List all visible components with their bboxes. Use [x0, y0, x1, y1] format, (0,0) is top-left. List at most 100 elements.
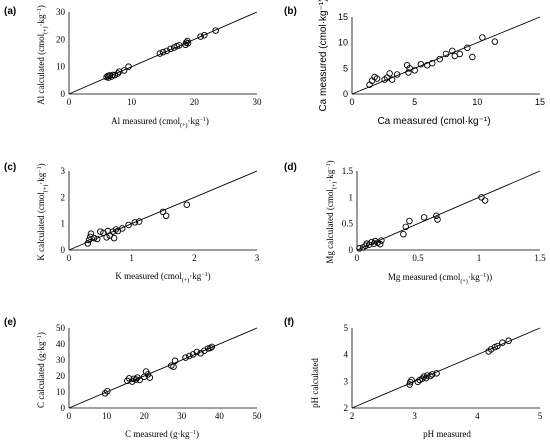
data-point	[176, 42, 183, 49]
x-axis-title-a: Al measured (cmol(+)·kg−1)	[111, 116, 209, 129]
y-tick-label: 15	[338, 12, 348, 22]
data-point	[433, 212, 440, 220]
x-tick-label: 1.5	[534, 253, 546, 263]
data-point	[90, 234, 98, 242]
y-axis-title-c: K calculated (cmol(+)·kg−1)	[36, 163, 49, 260]
scatter-panel-5: 0 10 20 30 40 50 0 10 20 30 40 50	[56, 323, 262, 421]
identity-line	[351, 16, 541, 95]
x-tick-label: 0	[67, 411, 72, 421]
y-tick-label: 50	[56, 323, 66, 333]
y-tick-label: 30	[56, 7, 66, 17]
data-point	[414, 378, 422, 386]
x-tick-label: 0	[67, 97, 72, 107]
data-point	[132, 376, 140, 383]
data-point	[136, 376, 143, 384]
y-tick-label: 3	[344, 376, 349, 386]
y-tick-label: 0	[61, 245, 66, 255]
y-tick-label: 5	[343, 63, 348, 73]
data-point	[112, 226, 120, 233]
x-axis-title-e: C measured (g·kg−1)	[125, 429, 199, 439]
data-point	[171, 357, 179, 365]
data-point	[114, 70, 122, 77]
data-point	[186, 352, 193, 360]
data-point	[400, 230, 407, 238]
data-point	[417, 60, 425, 68]
data-point	[386, 70, 393, 77]
data-point	[478, 194, 485, 201]
data-point	[131, 219, 139, 226]
y-tick-label: 1.5	[342, 166, 354, 176]
y-tick-label: 4	[344, 350, 349, 360]
data-point	[120, 67, 128, 74]
x-tick-label: 2	[192, 253, 197, 263]
data-point	[428, 371, 436, 378]
x-axis-title-d: Mg measured (cmol(+)·kg−1))	[388, 272, 492, 285]
y-tick-label: 20	[56, 371, 66, 381]
data-point	[207, 344, 214, 352]
x-tick-label: 15	[535, 97, 545, 107]
y-axis-title-e: C calculated (g·kg−1)	[36, 332, 46, 408]
x-tick-label: 0	[349, 97, 354, 107]
data-point	[162, 212, 170, 220]
data-point	[433, 370, 440, 377]
data-point	[464, 44, 471, 52]
data-point	[487, 346, 495, 353]
x-tick-label: 2	[350, 411, 355, 421]
data-point	[393, 71, 401, 78]
data-point	[376, 240, 384, 248]
x-tick-label: 40	[215, 411, 225, 421]
data-point	[469, 53, 476, 61]
y-tick-label: 30	[56, 355, 66, 365]
data-point	[201, 31, 208, 39]
data-point	[378, 237, 385, 244]
identity-line	[356, 170, 541, 251]
x-tick-label: 1	[129, 253, 134, 263]
y-tick-label: 2	[61, 192, 66, 202]
x-axis-title-b: Ca measured (cmol·kg⁻¹)	[377, 116, 490, 127]
y-tick-label: 10	[56, 62, 66, 72]
x-tick-label: 30	[177, 411, 187, 421]
data-point	[436, 55, 443, 63]
scatter-panel-2: 0 5 10 15 0 5 10 15	[338, 12, 545, 107]
y-tick-label: 0	[61, 403, 66, 413]
x-axis-title-c: K measured (cmol(+)·kg−1)	[115, 271, 210, 284]
data-point	[208, 343, 216, 351]
data-point	[491, 38, 499, 45]
x-tick-label: 0.5	[412, 253, 424, 263]
scatter-panel-1: 0 10 20 30 0 10 20 30	[56, 7, 262, 107]
x-tick-label: 30	[253, 97, 263, 107]
scatter-panel-4: 0 0.5 1 1.5 0 0.5 1 1.5	[342, 166, 546, 263]
x-tick-label: 0	[67, 253, 72, 263]
data-point	[427, 372, 434, 380]
data-point	[442, 50, 450, 58]
data-point	[428, 59, 436, 67]
data-point	[163, 47, 171, 55]
y-tick-label: 20	[56, 34, 66, 44]
identity-line	[68, 327, 258, 409]
y-tick-label: 0	[349, 245, 354, 255]
data-point	[146, 374, 154, 381]
data-point	[402, 223, 410, 231]
data-point	[97, 228, 104, 235]
y-axis-title-f: pH calculated	[310, 358, 320, 408]
identity-line	[351, 327, 541, 409]
scatter-panel-6: 2 3 4 5 2 3 4 5	[344, 323, 543, 421]
data-point	[108, 73, 115, 80]
data-point	[449, 47, 456, 55]
x-tick-label: 5	[538, 411, 543, 421]
data-point	[103, 234, 110, 241]
identity-line	[68, 170, 258, 251]
x-tick-label: 50	[253, 411, 263, 421]
data-point	[125, 63, 132, 70]
data-point	[212, 27, 219, 34]
y-axis-title-b: Ca measured (cmol·kg⁻¹)	[318, 0, 329, 112]
panel-label-c: (c)	[4, 162, 16, 173]
data-point	[193, 348, 201, 356]
data-point	[411, 67, 418, 74]
data-point	[373, 75, 381, 82]
panel-label-a: (a)	[4, 6, 16, 17]
data-point	[505, 337, 512, 345]
data-point	[170, 363, 177, 370]
data-point	[167, 45, 174, 53]
